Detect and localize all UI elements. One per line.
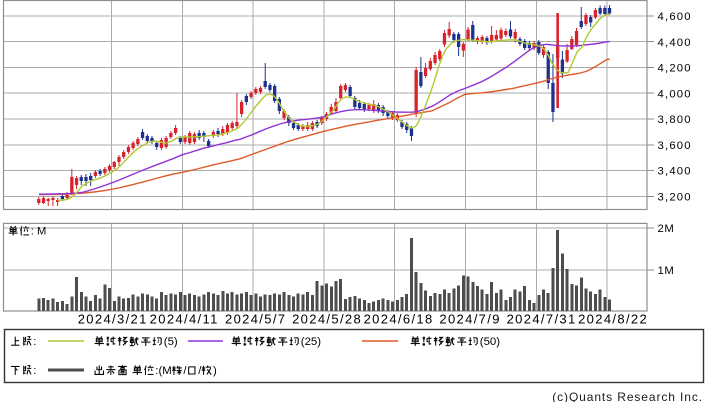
svg-text::: :	[33, 365, 36, 377]
svg-text:3,600: 3,600	[658, 140, 692, 152]
svg-text:2M: 2M	[658, 223, 675, 235]
svg-text:): )	[213, 365, 217, 377]
svg-text:4,600: 4,600	[658, 11, 692, 23]
svg-text:(5): (5)	[164, 336, 178, 348]
svg-text:3,200: 3,200	[658, 192, 692, 204]
svg-text:(50): (50)	[480, 336, 500, 348]
svg-text::: :	[33, 336, 36, 348]
svg-text:2024/5/7: 2024/5/7	[225, 312, 286, 327]
svg-text:3,400: 3,400	[658, 166, 692, 178]
svg-text:1M: 1M	[658, 265, 675, 277]
svg-text:(c)Quants Research Inc.: (c)Quants Research Inc.	[552, 390, 703, 402]
svg-text::(M: :(M	[155, 365, 171, 377]
svg-text:2024/6/18: 2024/6/18	[364, 312, 434, 327]
svg-text:4,000: 4,000	[658, 88, 692, 100]
svg-text:/: /	[183, 365, 187, 377]
svg-text:/: /	[198, 365, 202, 377]
svg-text:3,800: 3,800	[658, 114, 692, 126]
svg-text:4,200: 4,200	[658, 63, 692, 75]
svg-text:2024/7/31: 2024/7/31	[507, 312, 577, 327]
svg-text:2024/8/22: 2024/8/22	[578, 312, 648, 327]
svg-text:2024/4/11: 2024/4/11	[150, 312, 219, 327]
svg-text:2024/5/28: 2024/5/28	[292, 312, 362, 327]
svg-text:2024/7/9: 2024/7/9	[439, 312, 500, 327]
svg-text:4,400: 4,400	[658, 37, 692, 49]
svg-text:(25): (25)	[301, 336, 321, 348]
svg-text:2024/3/21: 2024/3/21	[78, 312, 148, 327]
svg-text:: M: : M	[31, 226, 47, 238]
